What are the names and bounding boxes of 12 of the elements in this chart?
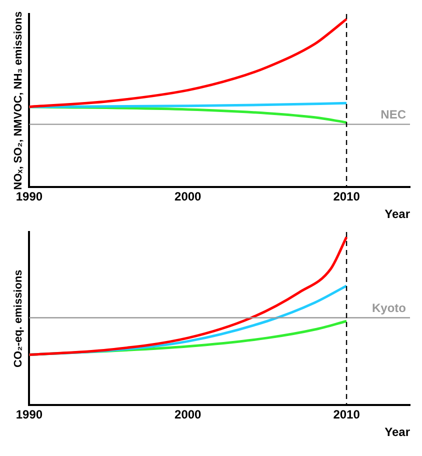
x-axis-title: Year [384,425,410,440]
ref-line-label: Kyoto [372,301,406,316]
x-tick-label: 1990 [16,190,43,204]
x-tick-label: 2000 [174,408,202,422]
x-axis-title: Year [384,207,410,222]
x-tick-label: 2010 [333,190,360,204]
y-axis-title: CO₂-eq. emissions [12,270,25,368]
x-tick-label: 2010 [333,408,360,422]
x-tick-label: 2000 [174,190,202,204]
x-tick-label: 1990 [16,408,43,422]
ref-line-label: NEC [380,108,406,122]
y-axis-title: NOₓ, SO₂, NMVOC, NH₃ emissions [12,11,25,190]
